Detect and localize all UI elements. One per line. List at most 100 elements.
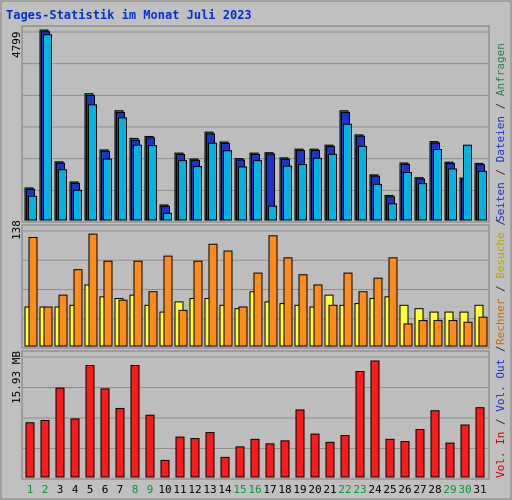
bar-volin-day-25	[385, 438, 395, 478]
x-tick-label-day-12: 12	[188, 483, 201, 496]
bar-volin-day-13	[205, 432, 215, 478]
bar-seiten-day-31	[478, 170, 487, 221]
bar-rechner-day-26	[403, 323, 413, 347]
bar-volin-day-11	[175, 436, 185, 478]
bar-rechner-day-8	[133, 260, 143, 347]
bar-rechner-day-22	[343, 272, 353, 347]
bar-volin-day-2	[40, 420, 50, 478]
bar-rechner-day-24	[373, 277, 383, 347]
bar-seiten-day-29	[448, 168, 457, 221]
panel-middle-besuche-rechner	[21, 224, 490, 349]
legend-bottom: Vol. In / Vol. Out /	[494, 346, 507, 478]
bar-seiten-day-30	[463, 144, 472, 221]
bar-rechner-day-9	[148, 291, 158, 347]
legend-sep-1: /	[494, 169, 507, 176]
x-axis-day-labels: 1 2 3 4 5 6 7 8 9 10 11 12 13 14 15 16 17 18 19 20 21 22 23 24 2…	[27, 483, 487, 496]
bar-volin-day-12	[190, 438, 200, 478]
bar-rechner-day-7	[118, 299, 128, 347]
bar-volin-day-14	[220, 456, 230, 478]
legend-volout: Vol. Out	[494, 359, 507, 412]
bar-volin-day-6	[100, 388, 110, 478]
bar-rechner-day-3	[58, 294, 68, 347]
bar-volin-day-22	[340, 435, 350, 478]
bar-seiten-day-23	[358, 145, 367, 221]
x-tick-label-day-31: 31	[473, 483, 486, 496]
top-panel-max-label: 4799	[10, 32, 23, 59]
x-tick-label-day-8: 8	[132, 483, 139, 496]
x-tick-label-day-29: 29	[443, 483, 456, 496]
x-tick-label-day-9: 9	[147, 483, 154, 496]
bar-seiten-day-27	[418, 183, 427, 221]
bar-rechner-day-25	[388, 257, 398, 347]
bar-rechner-day-27	[418, 320, 428, 347]
bar-volin-day-8	[130, 365, 140, 478]
x-tick-label-day-1: 1	[27, 483, 34, 496]
bar-seiten-day-21	[328, 153, 337, 221]
x-tick-label-day-22: 22	[338, 483, 351, 496]
bar-seiten-day-28	[433, 149, 442, 221]
legend-dateien: Dateien	[494, 116, 507, 162]
bar-rechner-day-5	[88, 233, 98, 347]
bar-volin-day-31	[475, 407, 485, 478]
bar-volin-day-4	[70, 418, 80, 478]
bar-volin-day-28	[430, 410, 440, 478]
x-tick-label-day-20: 20	[308, 483, 321, 496]
x-tick-label-day-30: 30	[458, 483, 471, 496]
bar-rechner-day-4	[73, 269, 83, 347]
bar-volin-day-30	[460, 424, 470, 478]
x-tick-label-day-4: 4	[72, 483, 79, 496]
x-tick-label-day-25: 25	[383, 483, 396, 496]
bar-volin-day-18	[280, 440, 290, 478]
bar-rechner-day-31	[478, 316, 488, 347]
legend-sep-2: /	[494, 103, 507, 110]
bar-seiten-day-17	[268, 205, 277, 221]
bar-seiten-day-1	[28, 195, 37, 221]
x-tick-label-day-2: 2	[42, 483, 49, 496]
bar-seiten-day-19	[298, 164, 307, 221]
bar-volin-day-3	[55, 387, 65, 478]
bar-volin-day-17	[265, 443, 275, 478]
bar-volin-day-1	[25, 422, 35, 478]
bar-rechner-day-19	[298, 274, 308, 347]
bar-seiten-day-10	[163, 212, 172, 221]
bar-seiten-day-26	[403, 172, 412, 221]
x-tick-label-day-6: 6	[102, 483, 109, 496]
bar-seiten-day-6	[103, 158, 112, 221]
x-tick-label-day-17: 17	[263, 483, 276, 496]
x-tick-label-day-13: 13	[203, 483, 216, 496]
bar-rechner-day-1	[28, 236, 38, 347]
x-tick-label-day-18: 18	[278, 483, 291, 496]
x-tick-label-day-27: 27	[413, 483, 426, 496]
bar-seiten-day-2	[43, 34, 52, 221]
legend-anfragen: Anfragen	[494, 43, 507, 96]
bar-volin-day-5	[85, 365, 95, 478]
x-tick-label-day-23: 23	[353, 483, 366, 496]
legend-middle: Rechner / Besuche /	[494, 219, 507, 345]
bar-seiten-day-18	[283, 165, 292, 221]
x-tick-label-day-15: 15	[233, 483, 246, 496]
bar-rechner-day-20	[313, 284, 323, 347]
bar-volin-day-27	[415, 429, 425, 478]
legend-besuche: Besuche	[494, 232, 507, 278]
bar-rechner-day-11	[178, 309, 188, 347]
bar-seiten-day-14	[223, 150, 232, 221]
bar-rechner-day-30	[463, 321, 473, 347]
bar-volin-day-9	[145, 414, 155, 478]
x-tick-label-day-21: 21	[323, 483, 336, 496]
bar-rechner-day-28	[433, 320, 443, 347]
panel-top-anfragen-dateien-seiten	[21, 25, 490, 223]
bar-rechner-day-17	[268, 235, 278, 347]
bar-rechner-day-18	[283, 257, 293, 347]
bar-rechner-day-6	[103, 260, 113, 347]
x-tick-label-day-19: 19	[293, 483, 306, 496]
x-tick-label-day-16: 16	[248, 483, 261, 496]
legend-seiten: Seiten	[494, 182, 507, 222]
x-tick-label-day-7: 7	[117, 483, 124, 496]
legend-sep-5: /	[494, 418, 507, 425]
legend-top: Seiten / Dateien / Anfragen	[494, 43, 507, 222]
bar-seiten-day-11	[178, 160, 187, 221]
x-tick-label-day-28: 28	[428, 483, 441, 496]
bar-rechner-day-13	[208, 243, 218, 347]
x-tick-label-day-26: 26	[398, 483, 411, 496]
